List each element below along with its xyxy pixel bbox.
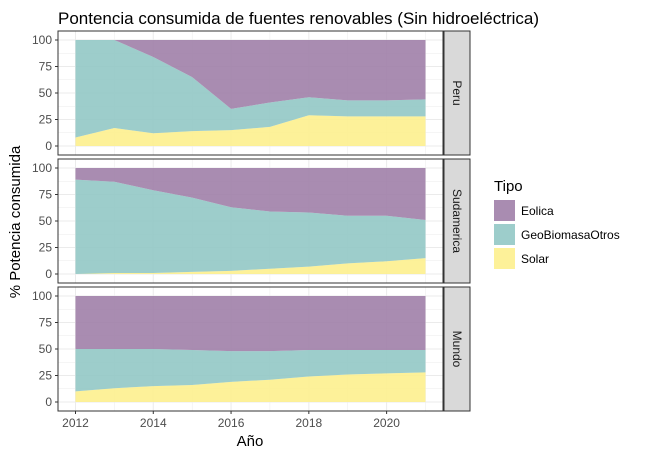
legend-label-eolica: Eolica (521, 204, 554, 218)
chart-title: Pontencia consumida de fuentes renovable… (58, 9, 539, 28)
legend-key-geobiomasaotros (494, 224, 515, 245)
y-tick-label: 75 (39, 188, 53, 202)
y-tick-label: 100 (32, 289, 52, 303)
panels-layer: 0 25 50 75 100 Peru 0 25 50 75 100 Sudamerica 0 25 50 7… (32, 30, 471, 430)
y-tick-label: 0 (45, 267, 52, 281)
area-solar-mundo (75, 372, 426, 402)
area-eolica-mundo (75, 296, 426, 352)
x-tick-label: 2016 (218, 416, 245, 430)
area-geobiomasaotros-sudamerica (75, 179, 426, 274)
area-geobiomasaotros-mundo (75, 349, 426, 392)
facet-strip-peru (443, 30, 471, 156)
y-tick-label: 0 (45, 395, 52, 409)
y-tick-label: 100 (32, 33, 52, 47)
legend-label-geobiomasaotros: GeoBiomasaOtros (521, 228, 620, 242)
area-eolica-peru (75, 40, 426, 109)
legend-label-solar: Solar (521, 252, 549, 266)
area-solar-peru (75, 115, 426, 146)
y-tick-label: 50 (39, 86, 53, 100)
area-solar-sudamerica (75, 258, 426, 274)
y-tick-label: 50 (39, 342, 53, 356)
panel-mundo: 0 25 50 75 100 Mundo 2012 2014 2016 2018 2020 (32, 286, 471, 430)
y-tick-label: 75 (39, 60, 53, 74)
y-tick-label: 0 (45, 139, 52, 153)
legend-title: Tipo (494, 178, 523, 195)
x-tick-label: 2020 (373, 416, 400, 430)
area-geobiomasaotros-peru (75, 40, 426, 138)
y-tick-label: 25 (39, 369, 53, 383)
facet-strip-label: Peru (450, 80, 464, 105)
x-tick-label: 2018 (295, 416, 322, 430)
facet-strip-label: Sudamerica (450, 189, 464, 253)
y-tick-label: 50 (39, 214, 53, 228)
facet-strip-sudamerica (443, 158, 471, 284)
facet-strip-label: Mundo (450, 331, 464, 368)
y-tick-label: 25 (39, 241, 53, 255)
panel-sudamerica: 0 25 50 75 100 Sudamerica (32, 158, 471, 284)
area-eolica-sudamerica (75, 168, 426, 220)
legend: Eolica GeoBiomasaOtros Solar (494, 200, 620, 269)
legend-key-solar (494, 248, 515, 269)
panel-peru: 0 25 50 75 100 Peru (32, 30, 471, 156)
x-tick-label: 2014 (140, 416, 167, 430)
y-tick-label: 100 (32, 161, 52, 175)
x-axis-label: Año (237, 433, 264, 450)
y-axis-label: % Potencia consumida (7, 145, 24, 298)
y-tick-label: 25 (39, 113, 53, 127)
legend-key-eolica (494, 200, 515, 221)
x-tick-label: 2012 (62, 416, 89, 430)
facet-strip-mundo (443, 286, 471, 412)
y-tick-label: 75 (39, 316, 53, 330)
